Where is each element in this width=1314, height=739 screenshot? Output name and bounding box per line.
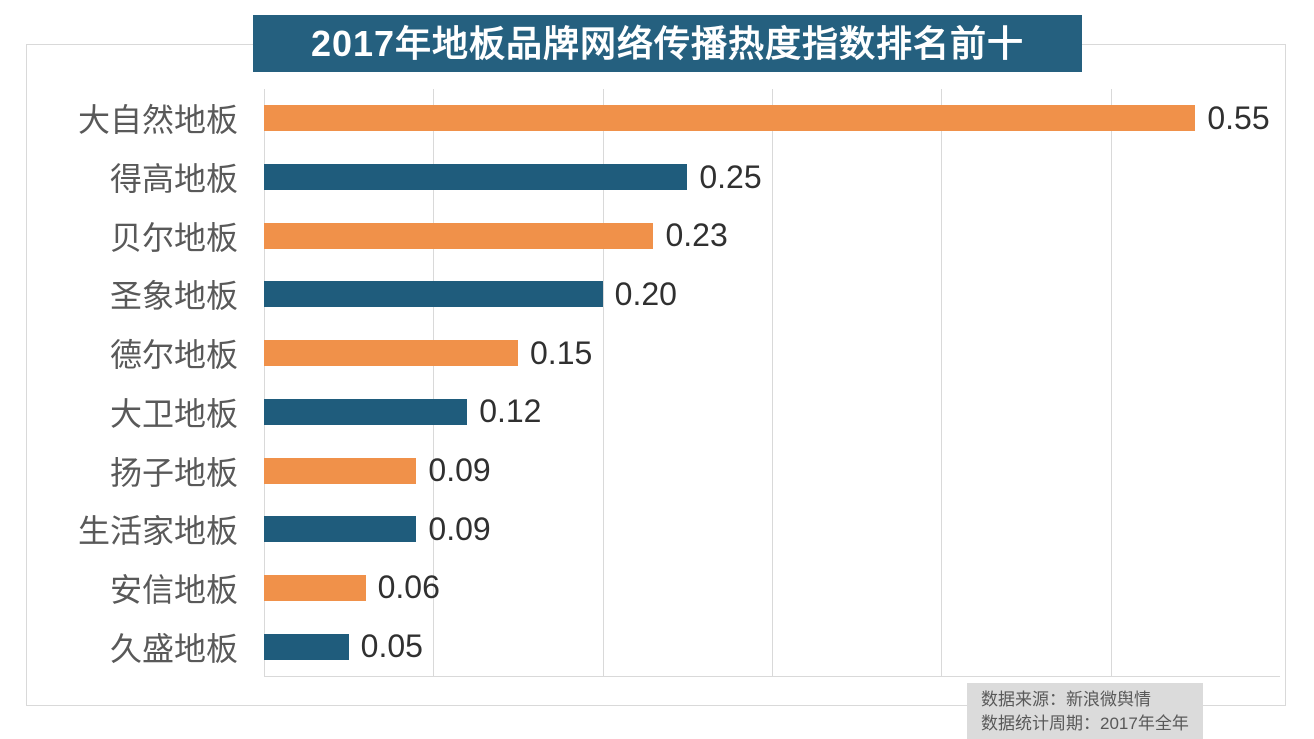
bar-track: 0.15 — [264, 324, 1280, 383]
value-label: 0.12 — [479, 393, 542, 430]
bar — [264, 164, 688, 191]
category-label: 得高地板 — [109, 161, 238, 198]
value-label: 0.20 — [614, 275, 677, 312]
bar-row: 大卫地板 0.12 — [27, 383, 1280, 442]
category-label: 生活家地板 — [77, 513, 238, 550]
source-note-line1: 数据来源：新浪微舆情 — [981, 690, 1151, 709]
bar-row: 安信地板 0.06 — [27, 559, 1280, 618]
bar — [264, 340, 518, 367]
bar-track: 0.25 — [264, 148, 1280, 207]
category-label: 扬子地板 — [109, 454, 238, 491]
bar — [264, 457, 417, 484]
bar — [264, 105, 1196, 132]
category-label: 圣象地板 — [109, 278, 238, 315]
bar-track: 0.55 — [264, 89, 1280, 148]
bar — [264, 398, 468, 425]
bar — [264, 281, 603, 308]
bar-track: 0.09 — [264, 500, 1280, 559]
bar-row: 圣象地板 0.20 — [27, 265, 1280, 324]
gridline — [941, 89, 943, 676]
gridline — [772, 89, 773, 676]
category-label: 安信地板 — [109, 571, 238, 608]
bar-row: 久盛地板 0.05 — [27, 617, 1280, 676]
value-label: 0.55 — [1207, 99, 1270, 136]
category-label: 大自然地板 — [77, 102, 238, 139]
bar-track: 0.09 — [264, 441, 1280, 500]
bar-row: 扬子地板 0.09 — [27, 441, 1280, 500]
chart-title: 2017年地板品牌网络传播热度指数排名前十 — [310, 23, 1025, 64]
category-label: 德尔地板 — [109, 337, 238, 374]
bar-track: 0.23 — [264, 206, 1280, 265]
bar-rows: 大自然地板 0.55 得高地板 0.25 贝尔地板 0.23 圣象地板 0.20 德尔地板 0.1… — [27, 89, 1280, 676]
bar-track: 0.12 — [264, 383, 1280, 442]
gridline — [602, 89, 604, 676]
bar-row: 大自然地板 0.55 — [27, 89, 1280, 148]
bar-row: 生活家地板 0.09 — [27, 500, 1280, 559]
value-label: 0.06 — [377, 569, 440, 606]
bar — [264, 222, 654, 249]
bar-track: 0.05 — [264, 617, 1280, 676]
bar-row: 德尔地板 0.15 — [27, 324, 1280, 383]
category-label: 久盛地板 — [109, 630, 238, 667]
gridline — [1110, 89, 1112, 676]
category-label: 大卫地板 — [109, 395, 238, 432]
gridline — [264, 89, 265, 676]
value-label: 0.23 — [665, 217, 728, 254]
value-label: 0.09 — [428, 510, 491, 547]
source-note-line2: 数据统计周期：2017年全年 — [981, 713, 1189, 733]
value-label: 0.05 — [360, 628, 423, 665]
plot-area — [264, 89, 1280, 677]
source-note: 数据来源：新浪微舆情 数据统计周期：2017年全年 — [967, 683, 1203, 739]
gridline — [433, 89, 435, 676]
value-label: 0.15 — [530, 334, 593, 371]
bar-row: 得高地板 0.25 — [27, 148, 1280, 207]
bar-track: 0.20 — [264, 265, 1280, 324]
bar — [264, 516, 417, 543]
bar — [264, 574, 366, 601]
category-label: 贝尔地板 — [109, 219, 238, 256]
bar-track: 0.06 — [264, 559, 1280, 618]
value-label: 0.25 — [699, 158, 762, 195]
value-label: 0.09 — [428, 452, 491, 489]
bar — [264, 633, 349, 660]
bar-row: 贝尔地板 0.23 — [27, 206, 1280, 265]
chart-title-banner: 2017年地板品牌网络传播热度指数排名前十 — [253, 15, 1082, 72]
